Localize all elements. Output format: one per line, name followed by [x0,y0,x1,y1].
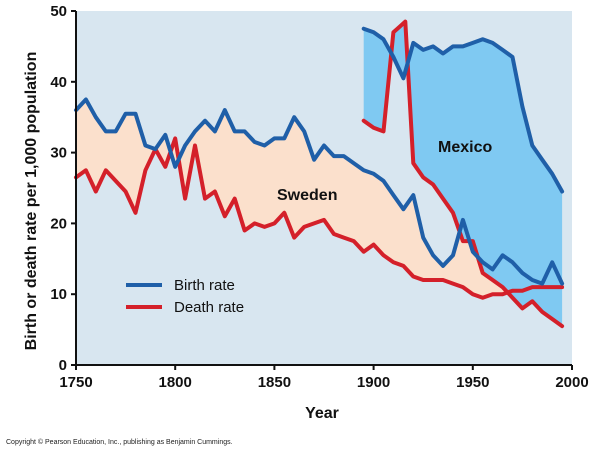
copyright-text: Copyright © Pearson Education, Inc., pub… [6,438,233,446]
sweden-birth-line [74,97,565,286]
y-tick-label: 10 [50,286,67,303]
mexico-gap-area [363,21,563,327]
series-lines [74,19,565,329]
x-tick-label: 1950 [456,374,489,391]
region-label-sweden: Sweden [277,187,337,204]
y-tick-label: 20 [50,215,67,232]
x-tick-label: 1900 [357,374,390,391]
region-label-mexico: Mexico [438,139,492,156]
mexico-death-line [361,19,565,329]
legend: Birth rate Death rate [126,277,244,316]
legend-death-label: Death rate [174,299,244,316]
y-tick-label: 0 [59,357,67,374]
legend-birth-label: Birth rate [174,277,235,294]
sweden-death-line [74,136,565,300]
x-tick-label: 1800 [159,374,192,391]
axes [71,10,573,370]
tick-labels: 1750 1800 1850 1900 1950 2000 0 10 20 30 40 50 [50,3,588,391]
x-tick-label: 1750 [59,374,92,391]
x-axis-title: Year [305,405,339,422]
mexico-birth-line [361,26,565,194]
y-tick-label: 30 [50,145,67,162]
y-tick-label: 40 [50,74,67,91]
y-tick-label: 50 [50,3,67,20]
x-tick-label: 2000 [555,374,588,391]
x-tick-label: 1850 [258,374,291,391]
y-axis-title: Birth or death rate per 1,000 population [23,52,40,351]
